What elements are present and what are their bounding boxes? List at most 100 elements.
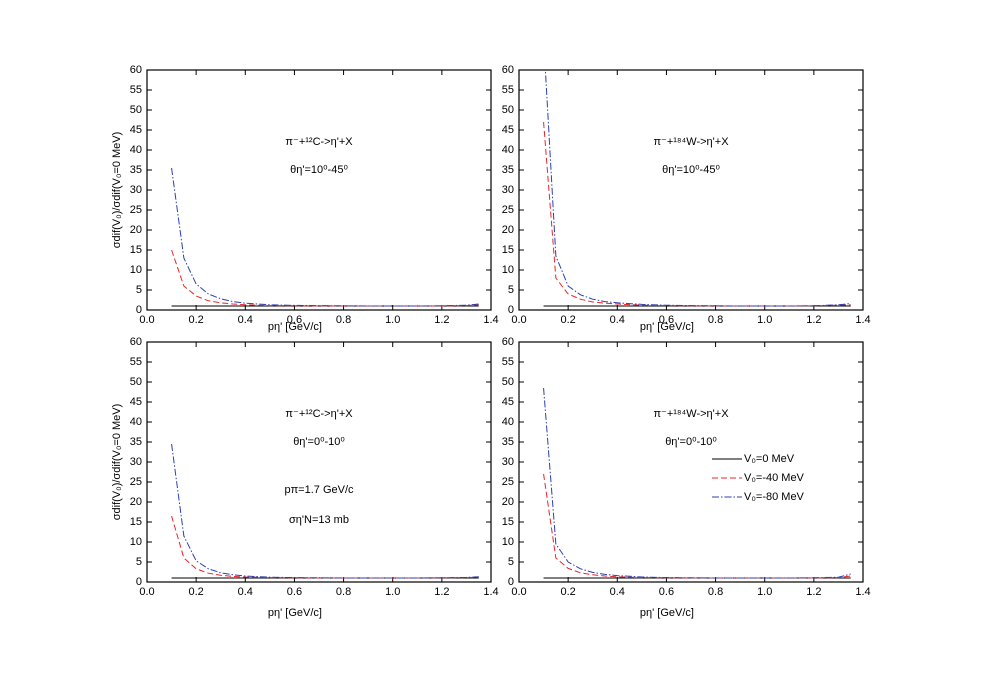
y-tick-label: 15	[130, 244, 142, 256]
y-tick-label: 55	[130, 356, 142, 368]
annotation: π⁻+¹⁸⁴W->η'+X	[653, 408, 729, 420]
y-tick-label: 60	[130, 336, 142, 348]
y-tick-label: 30	[502, 184, 514, 196]
x-tick-label: 0.4	[610, 314, 625, 326]
y-tick-label: 0	[136, 304, 142, 316]
x-tick-label: 0.2	[188, 314, 203, 326]
y-tick-label: 25	[130, 476, 142, 488]
series-line	[171, 249, 479, 307]
y-tick-label: 40	[502, 144, 514, 156]
y-axis-label: σdif(V₀)/σdif(V₀=0 MeV)	[111, 132, 123, 249]
x-tick-label: 1.2	[434, 314, 449, 326]
plot-frame	[518, 69, 864, 311]
x-tick-label: 1.0	[385, 586, 400, 598]
x-tick-label: 1.4	[855, 314, 870, 326]
x-tick-label: 0.2	[560, 586, 575, 598]
y-tick-label: 60	[502, 64, 514, 76]
annotation: θη'=10⁰-45⁰	[662, 164, 720, 176]
x-tick-label: 1.2	[434, 586, 449, 598]
y-tick-label: 50	[130, 376, 142, 388]
y-tick-label: 5	[136, 556, 142, 568]
y-tick-label: 0	[136, 576, 142, 588]
x-tick-label: 1.4	[855, 586, 870, 598]
y-tick-label: 40	[502, 416, 514, 428]
y-tick-label: 15	[502, 516, 514, 528]
y-tick-label: 10	[130, 264, 142, 276]
y-tick-label: 25	[502, 476, 514, 488]
x-tick-label: 0.6	[287, 314, 302, 326]
x-tick-label: 1.2	[806, 314, 821, 326]
y-tick-label: 15	[130, 516, 142, 528]
y-tick-label: 50	[130, 104, 142, 116]
y-tick-label: 20	[130, 224, 142, 236]
x-tick-label: 0.4	[238, 314, 253, 326]
y-tick-label: 20	[130, 496, 142, 508]
annotation: ση'N=13 mb	[289, 514, 349, 526]
plot-frame	[146, 69, 492, 311]
x-tick-label: 0.4	[238, 586, 253, 598]
y-tick-label: 5	[508, 556, 514, 568]
x-tick-label: 1.0	[757, 586, 772, 598]
annotation: θη'=10⁰-45⁰	[290, 164, 348, 176]
x-tick-label: 0.2	[188, 586, 203, 598]
y-tick-label: 0	[508, 304, 514, 316]
series-line	[171, 443, 479, 579]
y-tick-label: 35	[130, 164, 142, 176]
y-tick-label: 15	[502, 244, 514, 256]
x-axis-label: pη' [GeV/c]	[640, 607, 694, 619]
y-tick-label: 55	[130, 84, 142, 96]
x-tick-label: 0.0	[139, 586, 154, 598]
y-tick-label: 0	[508, 576, 514, 588]
y-tick-label: 45	[130, 124, 142, 136]
y-tick-label: 35	[502, 164, 514, 176]
y-tick-label: 40	[130, 144, 142, 156]
y-tick-label: 5	[508, 284, 514, 296]
y-tick-label: 50	[502, 104, 514, 116]
x-tick-label: 1.4	[483, 314, 498, 326]
annotation: θη'=0⁰-10⁰	[665, 436, 717, 448]
series-line	[543, 473, 851, 579]
annotation: π⁻+¹⁸⁴W->η'+X	[653, 136, 729, 148]
y-tick-label: 30	[130, 456, 142, 468]
y-tick-label: 30	[502, 456, 514, 468]
x-tick-label: 0.8	[336, 586, 351, 598]
plot-frame	[518, 341, 864, 583]
y-tick-label: 25	[130, 204, 142, 216]
y-tick-label: 25	[502, 204, 514, 216]
y-tick-label: 45	[502, 124, 514, 136]
x-tick-label: 1.2	[806, 586, 821, 598]
x-tick-label: 0.6	[659, 314, 674, 326]
y-tick-label: 50	[502, 376, 514, 388]
x-tick-label: 0.8	[336, 314, 351, 326]
y-tick-label: 10	[502, 264, 514, 276]
plot-frame	[146, 341, 492, 583]
x-tick-label: 0.0	[511, 314, 526, 326]
legend-label: V₀=0 MeV	[744, 453, 795, 465]
y-tick-label: 20	[502, 496, 514, 508]
series-line	[543, 387, 851, 579]
series-line	[171, 167, 479, 307]
x-tick-label: 0.8	[708, 314, 723, 326]
x-tick-label: 0.0	[139, 314, 154, 326]
y-tick-label: 30	[130, 184, 142, 196]
x-tick-label: 0.2	[560, 314, 575, 326]
y-tick-label: 35	[130, 436, 142, 448]
y-tick-label: 40	[130, 416, 142, 428]
x-tick-label: 0.6	[287, 586, 302, 598]
x-tick-label: 1.0	[757, 314, 772, 326]
x-tick-label: 0.0	[511, 586, 526, 598]
y-tick-label: 60	[130, 64, 142, 76]
y-tick-label: 45	[502, 396, 514, 408]
x-tick-label: 1.0	[385, 314, 400, 326]
x-tick-label: 0.8	[708, 586, 723, 598]
x-axis-label: pη' [GeV/c]	[640, 321, 694, 333]
x-tick-label: 0.4	[610, 586, 625, 598]
y-tick-label: 60	[502, 336, 514, 348]
y-tick-label: 5	[136, 284, 142, 296]
x-tick-label: 1.4	[483, 586, 498, 598]
y-tick-label: 55	[502, 356, 514, 368]
y-tick-label: 55	[502, 84, 514, 96]
annotation: π⁻+¹²C->η'+X	[285, 136, 353, 148]
annotation: π⁻+¹²C->η'+X	[285, 408, 353, 420]
